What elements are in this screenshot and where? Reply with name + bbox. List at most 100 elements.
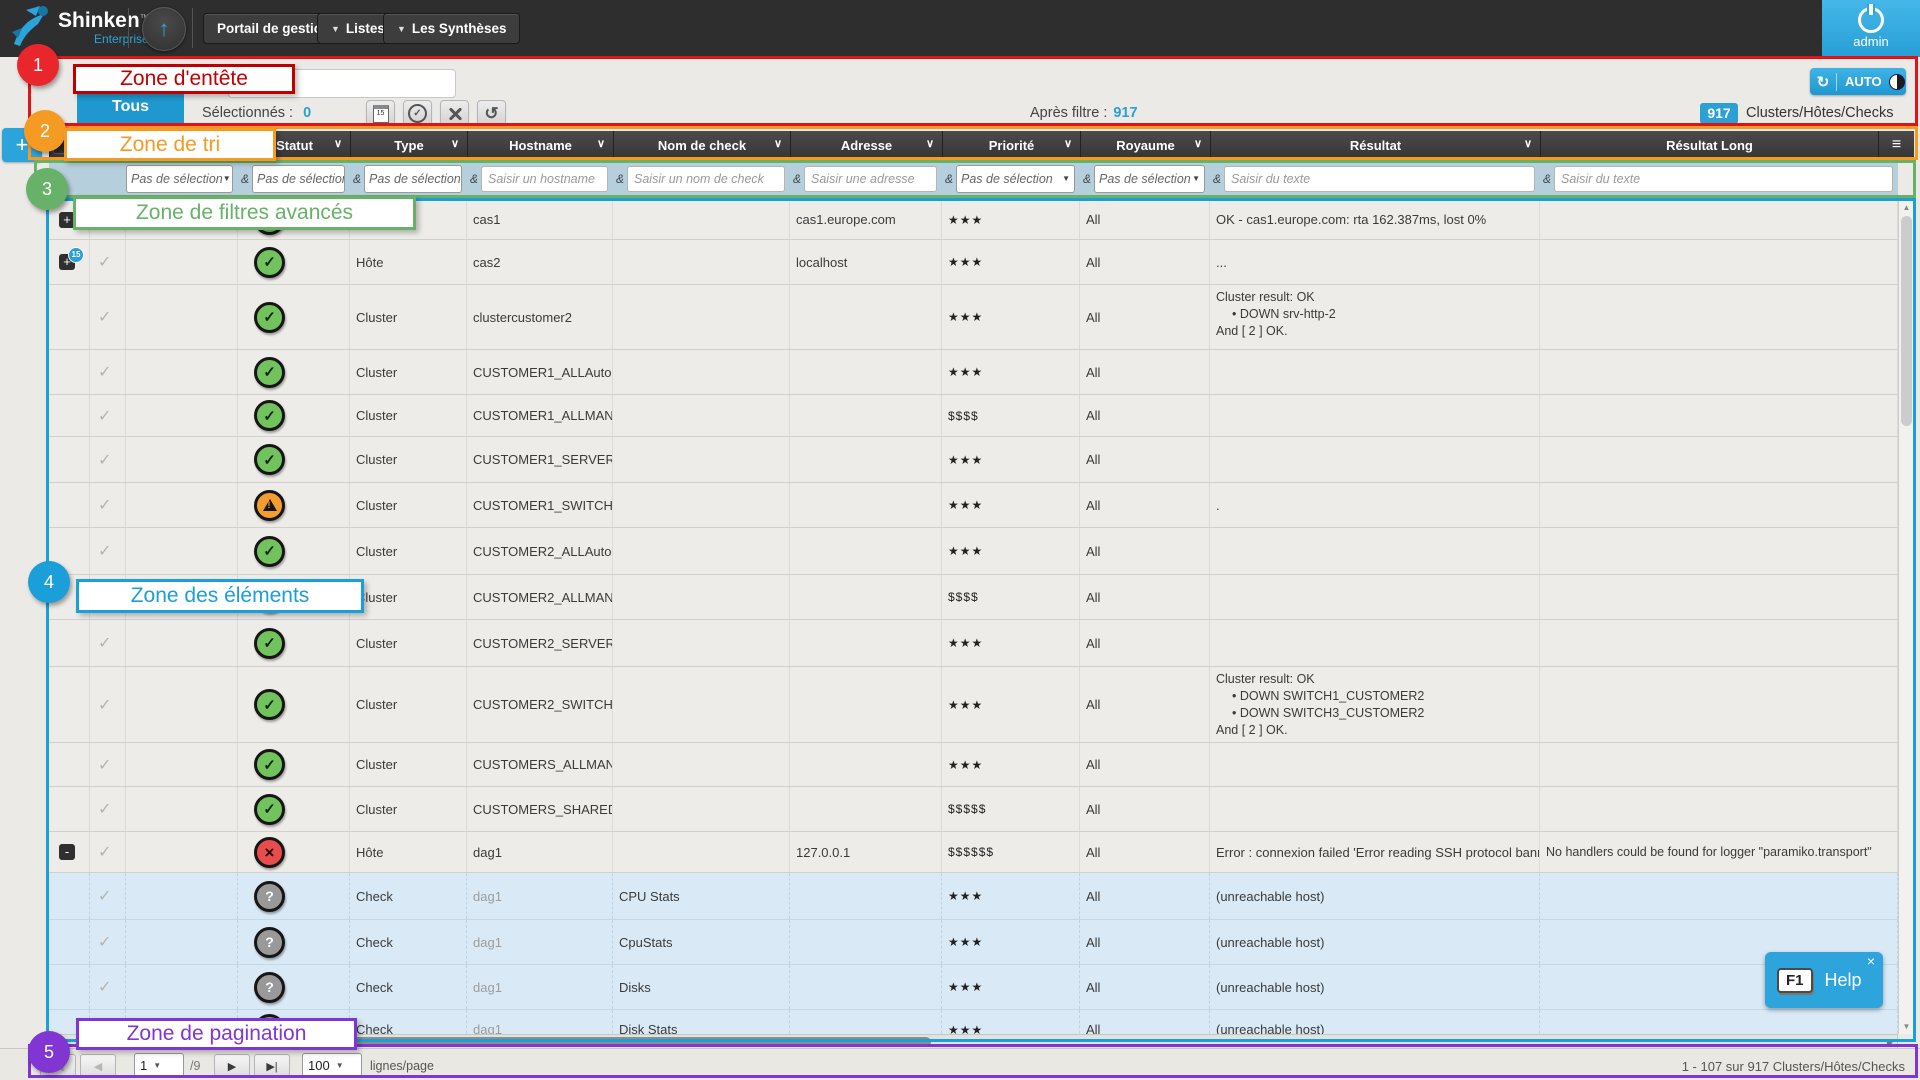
calendar-icon: 15 [372,104,389,123]
row-checkbox[interactable]: ✓ [98,254,112,271]
row-checkbox[interactable]: ✓ [98,888,112,905]
menu-les-syntheses[interactable]: ▼ Les Synthèses [383,13,521,44]
auto-refresh-toggle[interactable]: ↻ AUTO [1810,68,1906,95]
sort-chevron-icon[interactable]: ∨ [1193,138,1202,150]
cell-chk: ✓ [90,787,126,831]
columns-menu-button[interactable]: ≡ [1878,131,1914,159]
filter-select-statut[interactable]: Pas de sélection▼ [252,164,345,193]
filter-select-prio[interactable]: Pas de sélection ▼ [956,164,1075,193]
row-checkbox[interactable]: ✓ [98,801,112,818]
reset-button[interactable]: ↺ [477,100,506,127]
row-checkbox[interactable]: ✓ [98,407,112,425]
row-checkbox[interactable]: ✓ [98,635,112,652]
chevron-down-icon: ▼ [335,1060,344,1070]
page-select[interactable]: 1 ▼ [134,1053,184,1077]
scroll-top-button[interactable]: ↑ [142,7,186,51]
table-row: ✓ ✓ Cluster CUSTOMER1_ALLAuto ★★★ All [49,350,1898,395]
filter-input-host[interactable] [481,165,608,192]
status-unk-icon: ? [254,926,285,958]
sort-chevron-icon[interactable]: ∨ [1063,138,1072,150]
column-header-roy[interactable]: Royaume ∨ [1080,131,1210,159]
scroll-down-icon[interactable]: ▼ [1902,1022,1911,1031]
annotation-balloon-5: 5 [28,1031,70,1073]
after-filter-count: 917 [1113,105,1138,121]
help-widget[interactable]: F1 Help × [1765,952,1883,1008]
sort-chevron-icon[interactable]: ∨ [773,138,782,150]
cell-resl [1540,1010,1898,1034]
row-checkbox[interactable]: ✓ [98,696,112,714]
priority-value: $$$$ [948,408,979,423]
expand-row-icon[interactable]: +15 [59,247,84,270]
filter-select-type[interactable]: Pas de sélection▼ [364,164,462,193]
cell-extra [126,437,238,482]
row-checkbox[interactable]: ✓ [98,934,112,951]
filter-input-resl[interactable] [1554,165,1893,192]
cell-resl [1540,240,1898,284]
sort-chevron-icon[interactable]: ∨ [450,138,459,150]
filter-and-separator: & [1082,171,1091,186]
cell-res: (unreachable host) [1210,920,1540,964]
priority-value: ★★★ [948,980,984,994]
cell-resl [1540,395,1898,436]
scroll-up-icon[interactable]: ▲ [1902,203,1911,212]
cell-statut: ✓ [238,285,350,349]
column-header-check[interactable]: Nom de check ∨ [613,131,790,159]
cell-chk: ✓ [90,620,126,666]
cell-roy: All [1080,965,1210,1009]
row-checkbox[interactable]: ✓ [98,364,112,381]
acknowledge-button[interactable]: ✓ [403,100,432,127]
cell-type: Cluster [350,528,467,574]
last-page-button[interactable]: ▶| [254,1054,290,1078]
sort-chevron-icon[interactable]: ∨ [596,138,605,150]
row-checkbox[interactable]: ✓ [98,844,112,861]
schedule-button[interactable]: 15 [366,100,395,127]
column-header-prio[interactable]: Priorité ∨ [942,131,1080,159]
annotation-label-tri: Zone de tri [64,128,276,161]
row-checkbox[interactable]: ✓ [98,756,112,774]
sort-chevron-icon[interactable]: ∨ [925,138,934,150]
column-header-adr[interactable]: Adresse ∨ [790,131,942,159]
cell-res: (unreachable host) [1210,1010,1540,1034]
total-count-label: Clusters/Hôtes/Checks [1746,105,1894,121]
row-checkbox[interactable]: ✓ [98,979,112,996]
filter-select-roy[interactable]: Pas de sélection ▼ [1094,164,1205,193]
column-header-host[interactable]: Hostname ∨ [467,131,613,159]
row-checkbox[interactable]: ✓ [98,451,112,469]
close-icon[interactable]: × [1866,953,1875,969]
filter-select-extra[interactable]: Pas de sélection ▼ [126,164,233,193]
column-header-res[interactable]: Résultat ∨ [1210,131,1540,159]
filter-input-res[interactable] [1224,165,1535,192]
status-ok-icon: ✓ [254,356,285,388]
horizontal-scrollbar-thumb[interactable] [81,1037,931,1047]
priority-value: ★★★ [948,1022,984,1035]
sort-chevron-icon[interactable]: ∨ [333,138,342,150]
total-pages-label: /9 [190,1059,201,1073]
sort-chevron-icon[interactable]: ∨ [1523,138,1532,150]
cell-statut: ✓ [238,743,350,786]
vertical-scrollbar-thumb[interactable] [1901,216,1912,426]
row-checkbox[interactable]: ✓ [98,309,112,326]
column-header-type[interactable]: Type ∨ [350,131,467,159]
row-checkbox[interactable]: ✓ [98,497,112,514]
collapse-row-icon[interactable]: - [59,844,75,860]
cell-statut: ✓ [238,787,350,831]
filter-and-separator: & [792,171,801,186]
user-menu[interactable]: admin [1822,0,1920,57]
filter-input-adr[interactable] [804,165,937,192]
tools-button[interactable] [440,100,469,127]
scroll-right-icon[interactable]: ▶ [1886,1038,1893,1047]
cell-prio: ★★★ [942,528,1080,574]
filter-input-check[interactable] [627,165,785,192]
vertical-scrollbar[interactable]: ▲ ▼ [1898,200,1914,1034]
cell-roy: All [1080,200,1210,239]
cell-prio: ★★★ [942,437,1080,482]
per-page-select[interactable]: 100 ▼ [302,1053,362,1077]
table-row: ✓ ✓ Cluster CUSTOMER2_ALLAuto ★★★ All [49,528,1898,575]
column-header-resl[interactable]: Résultat Long [1540,131,1878,159]
row-checkbox[interactable]: ✓ [98,543,112,560]
chevron-down-icon: ▼ [222,174,231,183]
prev-page-button[interactable]: ◀ [80,1054,116,1078]
expand-row-icon[interactable]: + [59,211,75,228]
next-page-button[interactable]: ▶ [214,1054,250,1078]
